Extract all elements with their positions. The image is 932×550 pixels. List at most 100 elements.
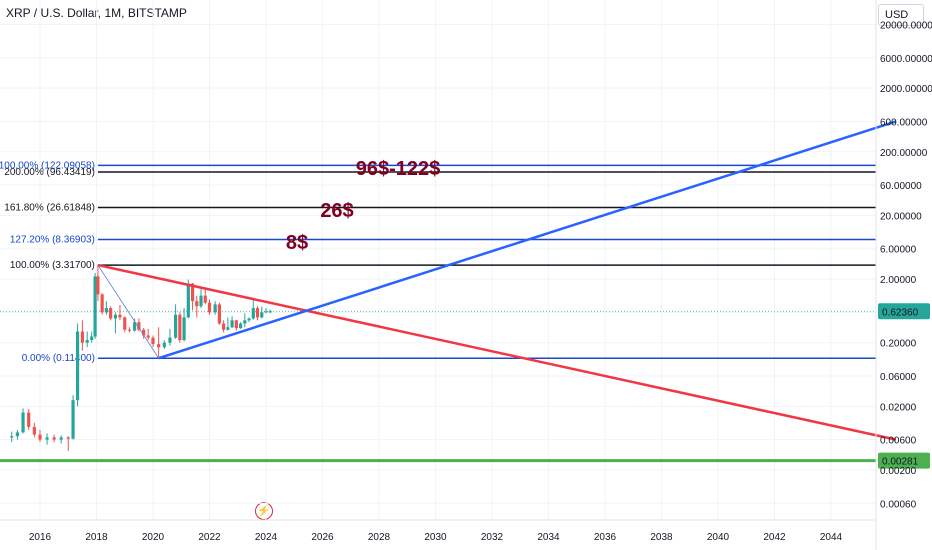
candle-body (182, 317, 186, 341)
x-tick-label: 2042 (763, 532, 786, 543)
annotation-text: 8$ (286, 232, 308, 254)
fib-level-label: 0.00% (0.11400) (22, 353, 95, 364)
candle-body (142, 329, 146, 336)
candle-body (178, 314, 182, 341)
x-tick-label: 2020 (142, 532, 165, 543)
candle-body (162, 342, 166, 348)
candle-body (27, 412, 31, 427)
candle-body (186, 283, 190, 318)
trendline (158, 120, 897, 360)
candle-body (10, 436, 14, 438)
current-price-badge (878, 303, 930, 320)
x-tick-label: 2030 (424, 532, 447, 543)
candle-body (268, 311, 272, 313)
y-tick-label: 2000.00000 (880, 84, 932, 95)
y-tick-label: 0.00600 (880, 436, 917, 447)
fib-level-label: 200.00% (96.43419) (4, 167, 95, 178)
candles (10, 265, 272, 451)
y-tick-label: 20.00000 (880, 211, 922, 222)
candle-body (80, 331, 84, 343)
candle-body (71, 400, 75, 439)
candle-body (213, 304, 217, 313)
candle-body (222, 323, 226, 330)
candle-body (195, 301, 199, 307)
candle-body (260, 312, 264, 318)
candle-body (15, 432, 19, 437)
candle-body (113, 314, 118, 319)
x-tick-label: 2038 (650, 532, 673, 543)
fib-level-label: 127.20% (8.36903) (10, 234, 95, 245)
annotations: 96$-122$26$ 8$ (286, 158, 440, 254)
candle-body (190, 283, 195, 302)
fib-levels: 100.00% (122.09058)200.00% (96.43419) 161… (0, 160, 876, 364)
y-tick-label: 0.02000 (880, 402, 917, 413)
x-tick-label: 2036 (594, 532, 617, 543)
currency-button[interactable]: USD (878, 4, 924, 26)
candle-body (32, 426, 36, 435)
y-tick-label: 0.00200 (880, 466, 917, 477)
y-tick-label: 0.20000 (880, 339, 917, 350)
y-tick-label: 0.06000 (880, 372, 917, 383)
fib-level-label: 100.00% (122.09058) (0, 160, 95, 171)
candle-body (157, 344, 161, 348)
y-tick-label: 6.00000 (880, 245, 917, 256)
candle-body (104, 308, 108, 313)
trendline (97, 263, 897, 441)
x-tick-label: 2028 (368, 532, 391, 543)
annotation-text: 26$ (320, 200, 353, 222)
y-tick-label: 60.00000 (880, 181, 922, 192)
y-tick-label: 2.00000 (880, 275, 917, 286)
candle-body (38, 434, 42, 440)
candle-body (85, 340, 89, 343)
x-tick-label: 2022 (198, 532, 221, 543)
annotation-text: 96$-122$ (356, 158, 441, 180)
candle-body (243, 320, 247, 324)
candle-body (168, 337, 172, 343)
candle-body (255, 308, 260, 318)
candle-body (151, 337, 155, 345)
candle-body (238, 323, 243, 329)
candle-body (109, 308, 113, 319)
fib-level-label: 100.00% (3.31700) (10, 260, 95, 271)
y-tick-label: 200.00000 (880, 148, 928, 159)
candle-body (123, 317, 127, 330)
candle-body (264, 311, 268, 313)
trendline (97, 264, 159, 359)
candle-body (100, 294, 104, 313)
candle-body (251, 308, 255, 319)
candle-body (174, 314, 178, 338)
candle-body (96, 276, 100, 295)
candle-body (45, 437, 49, 440)
candle-body (52, 437, 56, 440)
support-price-badge (878, 452, 930, 469)
trendlines (97, 120, 897, 441)
candle-body (137, 322, 141, 330)
candle-body (230, 320, 234, 328)
candle-body (217, 304, 221, 324)
candle-body (118, 314, 122, 318)
candle-body (234, 320, 238, 329)
candle-body (247, 318, 251, 321)
x-tick-label: 2026 (311, 532, 334, 543)
x-tick-label: 2034 (537, 532, 560, 543)
y-tick-label: 6000.00000 (880, 54, 932, 65)
candle-body (21, 412, 25, 433)
x-tick-label: 2044 (820, 532, 843, 543)
y-tick-label: 20000.00000 (880, 21, 932, 32)
candle-body (207, 302, 212, 313)
candle-body (199, 295, 203, 307)
support-line: 0.00281 (0, 452, 930, 469)
candle-body (127, 329, 132, 331)
fib-level-label: 161.80% (26.61848) (4, 203, 95, 214)
candle-body (66, 437, 70, 439)
candle-body (93, 276, 97, 337)
x-tick-label: 2024 (255, 532, 278, 543)
x-tick-label: 2016 (29, 532, 52, 543)
candle-body (59, 437, 63, 440)
current-price-label: 0.62360 (882, 307, 919, 318)
y-tick-label: 0.00060 (880, 499, 917, 510)
support-price-label: 0.00281 (882, 457, 919, 468)
x-tick-label: 2032 (481, 532, 504, 543)
